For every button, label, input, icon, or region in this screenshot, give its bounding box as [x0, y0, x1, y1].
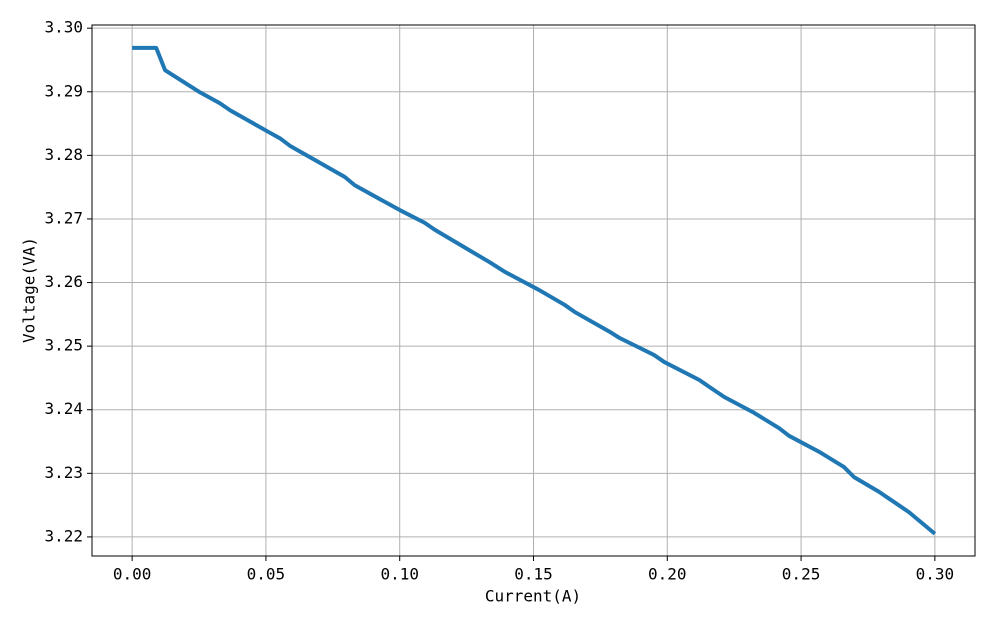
x-tick-label: 0.25	[782, 565, 821, 584]
y-axis-label: Voltage(VA)	[20, 237, 39, 343]
y-tick-label: 3.26	[44, 272, 83, 291]
y-tick-label: 3.27	[44, 208, 83, 227]
x-tick-label: 0.00	[113, 565, 152, 584]
x-tick-label: 0.20	[648, 565, 687, 584]
x-tick-label: 0.30	[916, 565, 955, 584]
x-tick-label: 0.15	[514, 565, 553, 584]
y-tick-label: 3.30	[44, 18, 83, 37]
y-tick-label: 3.29	[44, 81, 83, 100]
y-tick-label: 3.22	[44, 526, 83, 545]
plot-frame	[91, 24, 976, 557]
y-tick-label: 3.25	[44, 336, 83, 355]
x-tick-label: 0.10	[380, 565, 419, 584]
x-axis-label: Current(A)	[485, 587, 581, 606]
line-series	[132, 45, 937, 536]
y-tick-label: 3.23	[44, 463, 83, 482]
x-tick-label: 0.05	[247, 565, 286, 584]
y-tick-label: 3.24	[44, 399, 83, 418]
y-tick-label: 3.28	[44, 145, 83, 164]
